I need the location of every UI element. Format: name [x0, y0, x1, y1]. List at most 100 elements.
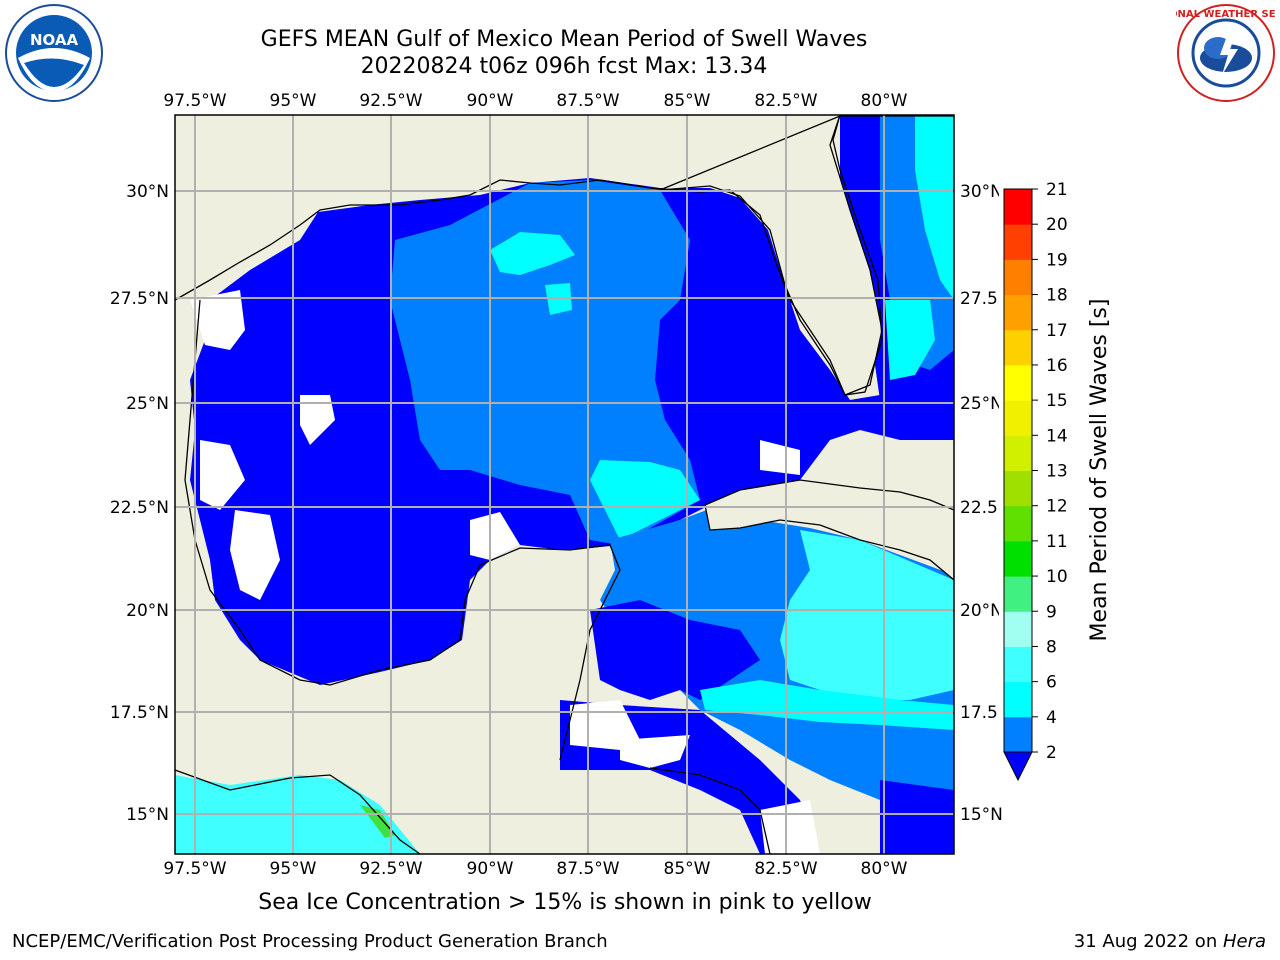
map-frame	[174, 114, 955, 855]
national-weather-service-logo-icon: NATIONAL WEATHER SERVICE	[1176, 4, 1276, 102]
nws-logo-text: NATIONAL WEATHER SERVICE	[1176, 9, 1276, 20]
colorbar-tick-label: 14	[1046, 426, 1068, 446]
colorbar-segment	[1004, 646, 1032, 683]
chart-title: GEFS MEAN Gulf of Mexico Mean Period of …	[260, 27, 868, 52]
colorbar-tick-label: 16	[1046, 356, 1068, 376]
caribbean-ocean-low	[880, 780, 954, 854]
colorbar-tick-label: 6	[1046, 673, 1057, 693]
coastline	[175, 179, 531, 301]
colorbar-extension	[1003, 751, 1033, 782]
colorbar-segment	[1004, 364, 1032, 401]
map-area	[175, 115, 954, 854]
lon-label: 97.5°W	[163, 859, 226, 879]
lat-label: 20°N	[126, 601, 169, 621]
colorbar-segment	[1004, 576, 1032, 612]
caribbean-ocean-cyan	[780, 530, 954, 700]
lat-label: 25°N	[960, 394, 1003, 414]
top-lon-labels: 97.5°W 95°W 92.5°W 90°W 87.5°W 85°W 82.5…	[163, 91, 907, 111]
lat-label: 15°N	[126, 805, 169, 825]
colorbar-segment	[1004, 189, 1032, 225]
colorbar-tick-label: 2	[1046, 743, 1057, 763]
colorbar-tick-label: 13	[1046, 462, 1068, 482]
bottom-lon-labels: 97.5°W 95°W 92.5°W 90°W 87.5°W 85°W 82.5…	[163, 859, 907, 879]
noaa-logo-text: NOAA	[30, 31, 79, 49]
colorbar-segment	[1004, 505, 1032, 542]
colorbar-segment	[1004, 294, 1032, 331]
colorbar-tick-label: 21	[1046, 180, 1068, 200]
colorbar-tick-label: 12	[1046, 497, 1068, 517]
lat-label: 17.5°N	[110, 703, 169, 723]
left-lat-labels: 30°N 27.5°N 25°N 22.5°N 20°N 17.5°N 15°N	[110, 182, 169, 825]
lon-label: 92.5°W	[359, 859, 422, 879]
white-patch	[200, 440, 245, 510]
colorbar-segment	[1004, 470, 1032, 507]
colorbar-tick-label: 10	[1046, 567, 1068, 587]
lat-label: 25°N	[126, 394, 169, 414]
white-patch	[470, 512, 520, 560]
colorbar-segment	[1004, 329, 1032, 366]
footer-date: 31 Aug 2022 on Hera	[1074, 931, 1266, 952]
colorbar-segment	[1004, 681, 1032, 718]
white-patch	[300, 395, 335, 445]
lon-label: 80°W	[861, 859, 908, 879]
lon-label: 95°W	[270, 859, 317, 879]
coastline	[649, 767, 771, 854]
cuba-land	[704, 479, 954, 581]
colorbar-segment	[1004, 716, 1032, 753]
noaa-logo-icon: NOAA	[5, 4, 103, 102]
lon-label: 90°W	[467, 91, 514, 111]
colorbar-tick-label: 20	[1046, 215, 1068, 235]
coastline	[529, 115, 883, 396]
gulf-ocean-mid	[390, 180, 700, 545]
lon-label: 90°W	[467, 859, 514, 879]
white-patch	[760, 440, 800, 475]
colorbar-tick-label: 8	[1046, 637, 1057, 657]
coastline	[175, 769, 421, 854]
white-patch	[230, 510, 280, 600]
footer-host: Hera	[1222, 931, 1266, 952]
lon-label: 80°W	[861, 91, 908, 111]
coastline	[184, 299, 621, 761]
gulf-ocean-cyan	[590, 460, 700, 540]
lon-label: 85°W	[664, 91, 711, 111]
colorbar-segment	[1004, 611, 1032, 647]
chart-subtitle: 20220824 t06z 096h fcst Max: 13.34	[360, 54, 768, 79]
lon-label: 92.5°W	[359, 91, 422, 111]
colorbar-tick-label: 4	[1046, 708, 1057, 728]
footer-credit: NCEP/EMC/Verification Post Processing Pr…	[12, 931, 608, 952]
sea-ice-note: Sea Ice Concentration > 15% is shown in …	[258, 890, 872, 915]
colorbar: 2 4 6 8 9 10 11 12 13 14 15 16 17 18 19 20 21	[999, 180, 1068, 782]
atlantic-ocean-cyan	[885, 300, 935, 380]
lat-label: 20°N	[960, 601, 1003, 621]
gridlines	[175, 115, 954, 854]
lat-label: 22.5°N	[110, 498, 169, 518]
white-patch	[620, 735, 690, 768]
lon-label: 87.5°W	[556, 91, 619, 111]
footer-date-text: 31 Aug 2022 on	[1073, 931, 1223, 952]
caribbean-ocean-cyan	[700, 680, 954, 730]
colorbar-tick-label: 11	[1046, 532, 1068, 552]
lon-label: 97.5°W	[163, 91, 226, 111]
colorbar-segment	[1004, 400, 1032, 436]
lon-label: 87.5°W	[556, 859, 619, 879]
lat-label: 15°N	[960, 805, 1003, 825]
lon-label: 82.5°W	[754, 91, 817, 111]
lon-label: 82.5°W	[754, 859, 817, 879]
lat-label: 30°N	[960, 182, 1003, 202]
lat-label: 30°N	[126, 182, 169, 202]
gulf-ocean-cyan	[490, 232, 575, 275]
colorbar-segment	[1004, 435, 1032, 471]
colorbar-segment	[1004, 259, 1032, 296]
colorbar-tick-label: 19	[1046, 250, 1068, 270]
lon-label: 85°W	[664, 859, 711, 879]
caribbean-ocean-low	[590, 600, 760, 700]
lat-label: 27.5°N	[110, 289, 169, 309]
lon-label: 95°W	[270, 91, 317, 111]
colorbar-tick-label: 9	[1046, 602, 1057, 622]
colorbar-tick-label: 18	[1046, 286, 1068, 306]
white-patch	[190, 290, 245, 350]
colorbar-label: Mean Period of Swell Waves [s]	[1087, 299, 1112, 642]
colorbar-segment	[1004, 224, 1032, 260]
atlantic-ocean-cyan	[915, 115, 954, 300]
